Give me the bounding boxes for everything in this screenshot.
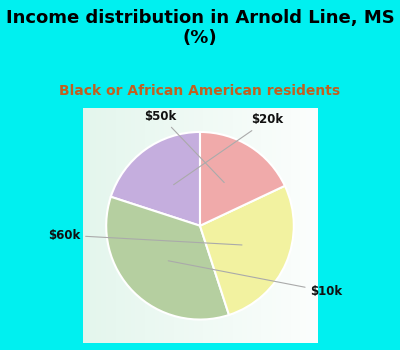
Wedge shape (200, 132, 285, 226)
Text: $20k: $20k (174, 113, 284, 185)
Wedge shape (111, 132, 200, 226)
Text: Income distribution in Arnold Line, MS
(%): Income distribution in Arnold Line, MS (… (6, 9, 394, 48)
Text: $60k: $60k (48, 229, 242, 245)
Text: Black or African American residents: Black or African American residents (60, 84, 340, 98)
Text: $10k: $10k (168, 261, 343, 298)
Wedge shape (200, 186, 294, 315)
Wedge shape (106, 197, 229, 320)
Text: $50k: $50k (144, 110, 224, 183)
